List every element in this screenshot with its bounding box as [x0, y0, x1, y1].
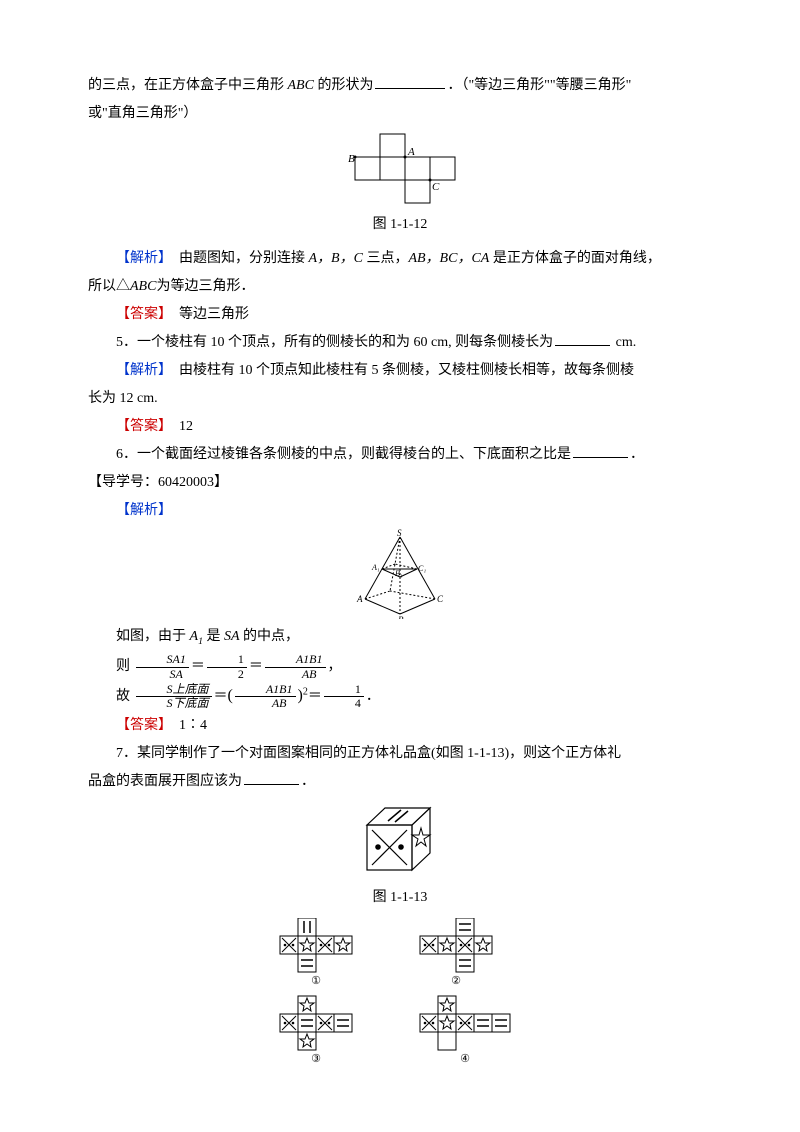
q4-analysis: 【解析】 由题图知，分别连接 A，B，C 三点，AB，BC，CA 是正方体盒子的…: [88, 245, 712, 273]
q4-abc2: ABC: [130, 279, 156, 294]
frac-1-2: 1 2: [207, 653, 247, 680]
q6-line1: 如图，由于 A1 是 SA 的中点，: [88, 623, 712, 651]
q5-t1: 5．一个棱柱有 10 个顶点，所有的侧棱长的和为 60 cm, 则每条侧棱长为: [116, 335, 553, 350]
q5-analysis: 【解析】 由棱柱有 10 个顶点知此棱柱有 5 条侧棱，又棱柱侧棱长相等，故每条…: [88, 357, 712, 385]
q4-a5: 为等边三角形．: [156, 279, 254, 294]
q7-text: 7．某同学制作了一个对面图案相同的正方体礼品盒(如图 1-1-13)，则这个正方…: [88, 740, 712, 768]
q5-unit: cm.: [612, 335, 636, 350]
analysis-label: 【解析】: [116, 251, 165, 266]
q6-figure: S A₁ C₁ B₁ A C B: [88, 529, 712, 619]
q7-text-line2: 品盒的表面展开图应该为．: [88, 768, 712, 796]
q6-t: 6．一个截面经过棱锥各条侧棱的中点，则截得棱台的上、下底面积之比是: [116, 447, 571, 462]
q4-cont1: 的三点，在正方体盒子中三角形: [88, 78, 288, 93]
analysis-label: 【解析】: [116, 363, 165, 378]
q6-A1: A1: [190, 629, 203, 644]
frac-SA1-SA: SA1 SA: [136, 653, 189, 680]
answer-label: 【答案】: [116, 718, 165, 733]
svg-text:②: ②: [451, 975, 461, 987]
q7-blank: [244, 769, 299, 785]
q4-blank: [375, 73, 445, 89]
q7-t2: 品盒的表面展开图应该为: [88, 774, 242, 789]
q4-answer: 【答案】 等边三角形: [88, 301, 712, 329]
q6-guide: 【导学号：60420003】: [88, 469, 712, 497]
q4-segs: AB，BC，CA: [408, 251, 489, 266]
q6-SA: SA: [224, 629, 240, 644]
answer-label: 【答案】: [116, 307, 165, 322]
q4-a4: 所以△: [88, 279, 130, 294]
svg-text:A: A: [407, 146, 415, 158]
svg-text:B: B: [348, 153, 355, 165]
svg-text:B₁: B₁: [395, 569, 403, 578]
q4-analysis-line2: 所以△ABC为等边三角形．: [88, 273, 712, 301]
q4-cont3: 或"直角三角形"）: [88, 106, 197, 121]
cube-net-svg: B A C: [335, 132, 465, 207]
answer-label: 【答案】: [116, 419, 165, 434]
q6-text: 6．一个截面经过棱锥各条侧棱的中点，则截得棱台的上、下底面积之比是．: [88, 441, 712, 469]
q6-blank: [573, 442, 628, 458]
q4-ans: 等边三角形: [165, 307, 249, 322]
svg-text:C: C: [437, 594, 444, 604]
svg-text:①: ①: [311, 975, 321, 987]
figure-1-1-12: B A C: [88, 132, 712, 207]
q6-answer: 【答案】 1∶4: [88, 712, 712, 740]
q5-text: 5．一个棱柱有 10 个顶点，所有的侧棱长的和为 60 cm, 则每条侧棱长为 …: [88, 329, 712, 357]
frac-1-4: 1 4: [324, 683, 364, 710]
q5-ans: 12: [165, 419, 193, 434]
unfold-options-svg: ① ②: [260, 918, 540, 1068]
svg-text:A: A: [356, 594, 363, 604]
fig-1-1-12-caption: 图 1-1-12: [88, 211, 712, 239]
q7-t1: 7．某同学制作了一个对面图案相同的正方体礼品盒(如图 1-1-13)，则这个正方…: [116, 746, 621, 761]
q4-pts: A，B，C: [309, 251, 363, 266]
q6-eq1: 则 SA1 SA ＝ 1 2 ＝ A1B1 AB ，: [88, 653, 712, 680]
svg-text:C₁: C₁: [418, 564, 426, 573]
pyramid-svg: S A₁ C₁ B₁ A C B: [345, 529, 455, 619]
svg-text:S: S: [397, 529, 402, 538]
figure-1-1-13: [88, 800, 712, 880]
q6-ans: 1∶4: [165, 718, 207, 733]
svg-text:③: ③: [311, 1053, 321, 1065]
q4-a2: 三点，: [363, 251, 409, 266]
gift-cube-svg: [355, 800, 445, 880]
q5-a2: 长为 12 cm.: [88, 391, 158, 406]
q5-a1: 由棱柱有 10 个顶点知此棱柱有 5 条侧棱，又棱柱侧棱长相等，故每条侧棱: [165, 363, 634, 378]
svg-text:A₁: A₁: [371, 563, 380, 572]
q5-answer: 【答案】 12: [88, 413, 712, 441]
q4-text-line2: 或"直角三角形"）: [88, 100, 712, 128]
q4-hint: ．（"等边三角形""等腰三角形": [447, 78, 631, 93]
fig-1-1-13-caption: 图 1-1-13: [88, 884, 712, 912]
q4-a1: 由题图知，分别连接: [165, 251, 309, 266]
q5-analysis-line2: 长为 12 cm.: [88, 385, 712, 413]
frac-S-top-bottom: S上底面 S下底面: [136, 683, 212, 710]
q4-a3: 是正方体盒子的面对角线，: [489, 251, 661, 266]
q4-text: 的三点，在正方体盒子中三角形 ABC 的形状为 ．（"等边三角形""等腰三角形": [88, 72, 712, 100]
frac-A1B1-AB-2: A1B1 AB: [235, 683, 296, 710]
svg-text:B: B: [398, 615, 404, 619]
q4-cont2: 的形状为: [314, 78, 374, 93]
svg-text:C: C: [432, 181, 440, 193]
q6-l1c: 的中点，: [240, 629, 300, 644]
q5-blank: [555, 330, 610, 346]
frac-A1B1-AB: A1B1 AB: [265, 653, 326, 680]
q7-options: ① ②: [88, 918, 712, 1068]
q4-abc: ABC: [288, 78, 314, 93]
q6-analysis-label-line: 【解析】: [88, 497, 712, 525]
analysis-label: 【解析】: [116, 503, 172, 518]
q6-eq2: 故 S上底面 S下底面 ＝( A1B1 AB )2＝ 1 4 ．: [88, 683, 712, 710]
svg-text:④: ④: [460, 1053, 470, 1065]
q6-l1a: 如图，由于: [116, 629, 190, 644]
q6-l1b: 是: [203, 629, 224, 644]
